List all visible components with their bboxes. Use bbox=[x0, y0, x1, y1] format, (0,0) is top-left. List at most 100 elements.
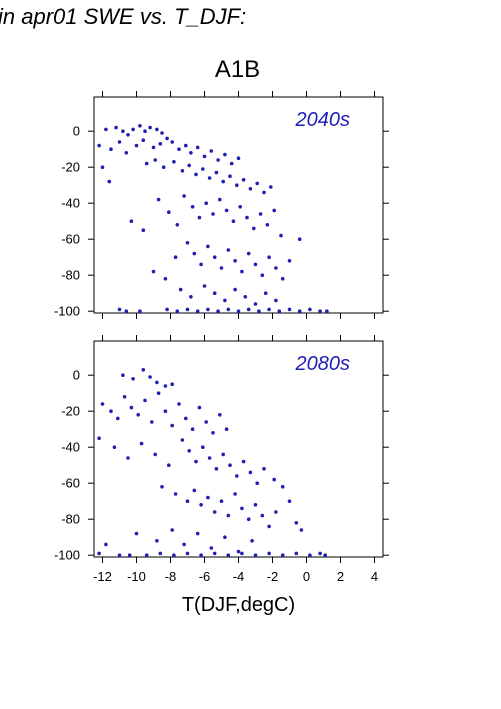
data-point bbox=[100, 165, 105, 169]
data-point bbox=[253, 503, 258, 507]
data-point bbox=[231, 219, 236, 223]
data-point bbox=[138, 309, 142, 314]
data-point bbox=[280, 553, 285, 557]
data-point bbox=[172, 160, 176, 164]
data-point bbox=[177, 402, 181, 406]
data-point bbox=[206, 244, 210, 249]
data-point bbox=[144, 161, 149, 166]
data-point bbox=[184, 416, 188, 421]
data-point bbox=[160, 485, 164, 489]
data-point bbox=[226, 307, 231, 312]
data-point bbox=[121, 129, 125, 133]
data-point bbox=[212, 255, 217, 259]
data-point bbox=[206, 307, 210, 312]
data-point bbox=[262, 190, 266, 195]
data-point bbox=[223, 298, 227, 303]
data-point bbox=[187, 449, 191, 453]
data-point bbox=[173, 492, 178, 496]
data-point bbox=[134, 143, 139, 148]
data-point bbox=[163, 384, 168, 388]
data-point bbox=[155, 380, 159, 385]
data-point bbox=[323, 553, 328, 557]
data-point bbox=[192, 251, 197, 256]
data-point bbox=[194, 172, 198, 177]
data-point bbox=[194, 459, 198, 464]
data-point bbox=[236, 309, 241, 314]
data-point bbox=[112, 445, 117, 450]
data-point bbox=[158, 551, 163, 556]
data-point bbox=[235, 183, 239, 187]
y-tick-label: -20 bbox=[61, 160, 80, 175]
data-point bbox=[204, 201, 208, 205]
data-point bbox=[236, 156, 241, 160]
scenario-title: A1B bbox=[214, 56, 261, 83]
data-point bbox=[207, 456, 212, 460]
data-point bbox=[243, 295, 248, 299]
data-point bbox=[185, 241, 190, 245]
data-point bbox=[269, 185, 273, 189]
data-point bbox=[126, 456, 130, 460]
data-point bbox=[272, 477, 277, 482]
data-point bbox=[121, 373, 125, 378]
data-point bbox=[253, 302, 258, 306]
data-point bbox=[294, 551, 299, 556]
data-point bbox=[192, 488, 197, 493]
x-tick-label: -6 bbox=[199, 569, 211, 584]
data-point bbox=[246, 307, 251, 312]
x-tick-label: 2 bbox=[337, 569, 344, 584]
data-point bbox=[143, 398, 147, 403]
data-point bbox=[201, 445, 205, 450]
data-point bbox=[325, 309, 329, 314]
data-point bbox=[280, 277, 285, 281]
data-point bbox=[107, 179, 112, 184]
data-point bbox=[299, 528, 304, 532]
x-axis-label: T(DJF,degC) bbox=[181, 594, 296, 616]
data-point bbox=[253, 553, 258, 557]
data-point bbox=[267, 307, 271, 312]
data-point bbox=[209, 149, 214, 153]
data-point bbox=[235, 474, 239, 478]
data-point bbox=[224, 208, 229, 213]
data-point bbox=[167, 463, 171, 468]
data-point bbox=[184, 143, 188, 148]
x-tick-label: -10 bbox=[127, 569, 146, 584]
data-point bbox=[218, 197, 222, 202]
data-point bbox=[141, 228, 146, 232]
data-point bbox=[185, 307, 190, 312]
data-point bbox=[143, 129, 147, 133]
data-point bbox=[246, 517, 251, 521]
data-point bbox=[260, 273, 265, 278]
data-point bbox=[267, 255, 271, 259]
data-point bbox=[195, 309, 200, 314]
data-point bbox=[246, 251, 251, 256]
data-point bbox=[155, 539, 159, 543]
data-point bbox=[236, 549, 241, 554]
period-label: 2080s bbox=[295, 353, 351, 375]
data-point bbox=[214, 170, 219, 175]
data-point bbox=[189, 151, 193, 155]
y-tick-label: -60 bbox=[61, 232, 80, 247]
data-point bbox=[195, 531, 200, 536]
data-point bbox=[308, 307, 312, 312]
data-point bbox=[199, 262, 203, 267]
data-point bbox=[226, 513, 231, 518]
data-point bbox=[122, 395, 127, 399]
data-point bbox=[240, 506, 244, 511]
data-point bbox=[185, 551, 190, 556]
data-point bbox=[155, 127, 159, 132]
data-point bbox=[318, 551, 322, 556]
page-title: in apr01 SWE vs. T_DJF: bbox=[0, 4, 247, 29]
data-point bbox=[226, 553, 231, 557]
data-point bbox=[199, 503, 203, 507]
y-tick-label: -40 bbox=[61, 440, 80, 455]
data-point bbox=[287, 499, 292, 504]
data-point bbox=[153, 158, 157, 162]
data-point bbox=[277, 309, 282, 314]
x-tick-label: -12 bbox=[93, 569, 112, 584]
data-point bbox=[97, 436, 101, 441]
data-point bbox=[216, 158, 220, 162]
data-point bbox=[218, 413, 222, 417]
y-tick-label: -20 bbox=[61, 404, 80, 419]
data-point bbox=[199, 553, 203, 557]
period-label: 2040s bbox=[295, 109, 351, 131]
